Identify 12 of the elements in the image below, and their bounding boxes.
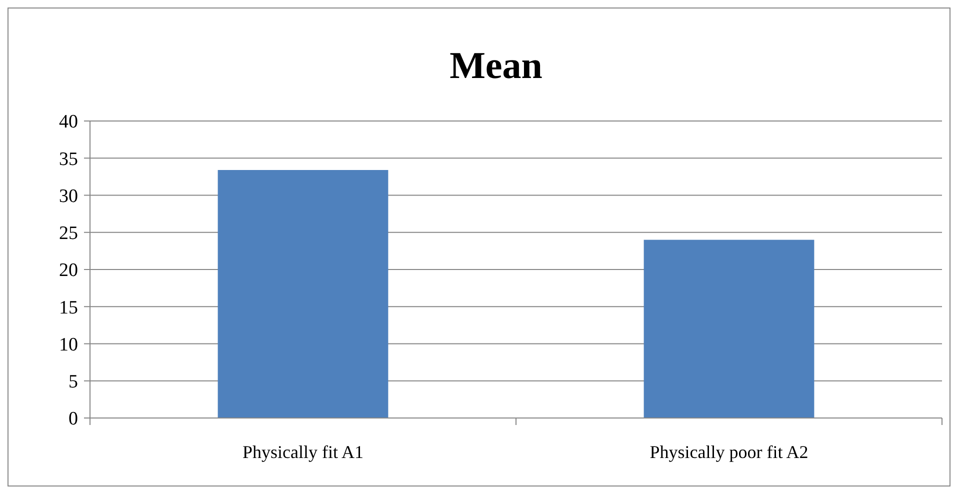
y-tick-label: 0 — [68, 408, 78, 430]
y-tick-label: 20 — [59, 260, 78, 282]
y-tick-label: 5 — [68, 372, 78, 393]
chart-title: Mean — [450, 45, 542, 87]
y-tick-label: 40 — [59, 112, 78, 133]
y-tick-label: 35 — [59, 148, 78, 170]
x-tick-label: Physically fit A1 — [242, 442, 364, 462]
y-tick-label: 10 — [59, 334, 78, 356]
y-tick-label: 25 — [59, 223, 78, 244]
y-tick-label: 15 — [59, 297, 78, 318]
y-tick-label: 30 — [59, 186, 78, 207]
x-tick-label: Physically poor fit A2 — [650, 442, 808, 462]
